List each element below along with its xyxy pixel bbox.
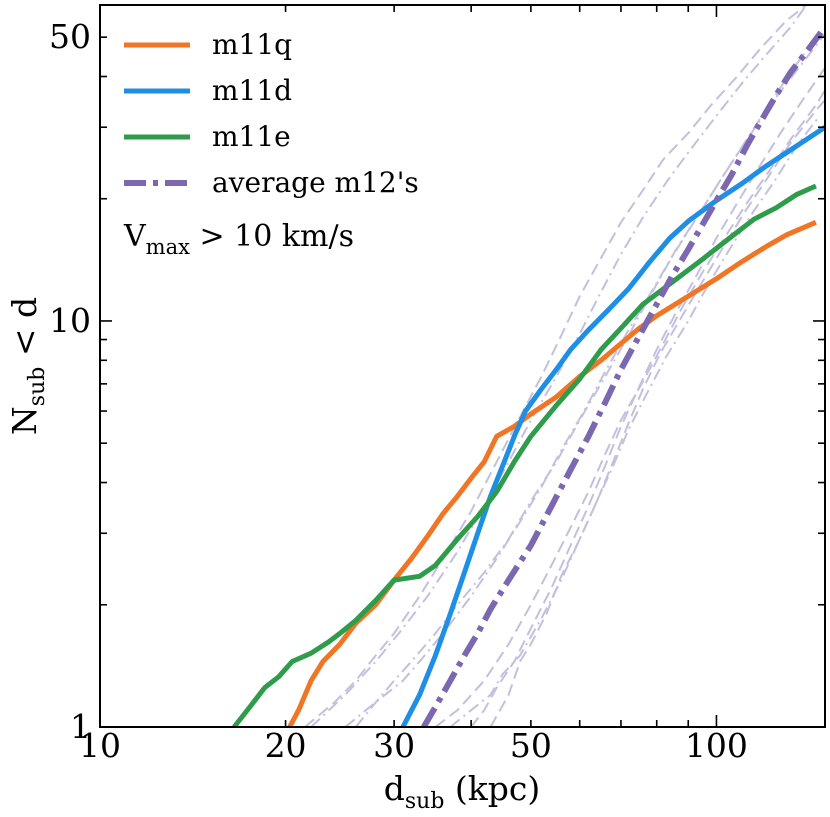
legend-label-m11d: m11d [212,74,292,107]
series-line-m12-b [310,5,808,727]
series-line-m11d [400,125,825,727]
x-tick-label-20: 20 [265,726,307,765]
x-tick-label-50: 50 [510,726,552,765]
series-line-m12-e [489,99,825,727]
y-axis-label: Nsub < d [5,297,50,435]
legend: m11q m11d m11e average m12's [124,28,419,199]
y-tick-label-1: 1 [70,707,91,746]
y-tick-label-50: 50 [49,17,91,56]
vmax-annotation: Vmax > 10 km/s [123,219,354,259]
x-tick-label-10: 10 [79,726,121,765]
series-line-m12-f [355,29,823,727]
series-line-m12-a [304,5,808,727]
x-axis-label: dsub (kpc) [384,769,541,814]
legend-label-m11e: m11e [212,120,291,153]
series-layer [232,5,825,727]
x-tick-label-30: 30 [373,726,415,765]
series-line-average-m12-s [421,25,825,727]
legend-label-m11q: m11q [212,28,292,61]
plot-frame [99,4,826,728]
series-line-m11e [232,183,817,727]
legend-label-average-m12-s: average m12's [212,166,419,199]
series-line-m11q [287,220,817,727]
x-tick-label-100: 100 [685,726,748,765]
series-line-m12-d [449,115,821,727]
y-tick-label-10: 10 [49,301,91,340]
series-line-m12-h [344,33,825,727]
